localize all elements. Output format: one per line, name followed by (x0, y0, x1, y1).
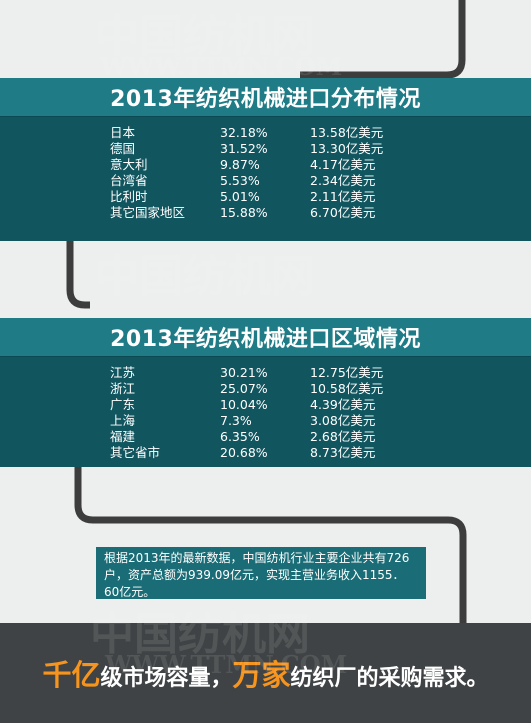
row-percent: 30.21% (220, 365, 268, 380)
section-title-text: 2013年纺织机械进口区域情况 (110, 327, 421, 352)
row-name: 意大利 (110, 157, 148, 172)
row-percent: 25.07% (220, 381, 268, 396)
table-row: 福建 6.35% 2.68亿美元 (110, 429, 420, 445)
row-name: 日本 (110, 125, 136, 140)
row-percent: 5.01% (220, 189, 260, 204)
row-name: 江苏 (110, 365, 136, 380)
row-percent: 7.3% (220, 413, 252, 428)
row-percent: 31.52% (220, 141, 268, 156)
table-row: 上海 7.3% 3.08亿美元 (110, 413, 420, 429)
row-percent: 6.35% (220, 429, 260, 444)
table-row: 台湾省 5.53% 2.34亿美元 (110, 173, 420, 189)
row-percent: 20.68% (220, 445, 268, 460)
row-amount: 3.08亿美元 (310, 413, 376, 428)
row-name: 上海 (110, 413, 136, 428)
row-percent: 32.18% (220, 125, 268, 140)
table-row: 广东 10.04% 4.39亿美元 (110, 397, 420, 413)
row-amount: 2.34亿美元 (310, 173, 376, 188)
tagline-text-2: 纺织厂的采购需求。 (290, 666, 489, 691)
tagline-text-1: 级市场容量， (100, 666, 233, 691)
section-title-text: 2013年纺织机械进口分布情况 (110, 87, 421, 112)
row-name: 浙江 (110, 381, 136, 396)
row-amount: 12.75亿美元 (310, 365, 384, 380)
table-row: 意大利 9.87% 4.17亿美元 (110, 157, 420, 173)
row-name: 其它国家地区 (110, 205, 186, 220)
table-row: 其它国家地区 15.88% 6.70亿美元 (110, 205, 420, 221)
row-amount: 6.70亿美元 (310, 205, 376, 220)
table-row: 德国 31.52% 13.30亿美元 (110, 141, 420, 157)
row-name: 台湾省 (110, 173, 148, 188)
table-row: 其它省市 20.68% 8.73亿美元 (110, 445, 420, 461)
import-region-table: 江苏 30.21% 12.75亿美元浙江 25.07% 10.58亿美元广东 10.04%… (0, 356, 531, 467)
table-row: 江苏 30.21% 12.75亿美元 (110, 365, 420, 381)
row-amount: 2.11亿美元 (310, 189, 376, 204)
import-distribution-table: 日本 32.18% 13.58亿美元德国 31.52% 13.30亿美元意大利 9.87%… (0, 116, 531, 241)
row-name: 比利时 (110, 189, 148, 204)
row-name: 福建 (110, 429, 136, 444)
row-amount: 13.30亿美元 (310, 141, 384, 156)
table-rows: 江苏 30.21% 12.75亿美元浙江 25.07% 10.58亿美元广东 10.04%… (110, 365, 420, 461)
industry-note: 根据2013年的最新数据，中国纺机行业主要企业共有726户，资产总额为939.0… (96, 547, 426, 599)
row-amount: 8.73亿美元 (310, 445, 376, 460)
row-percent: 15.88% (220, 205, 268, 220)
table-row: 浙江 25.07% 10.58亿美元 (110, 381, 420, 397)
row-name: 其它省市 (110, 445, 161, 460)
industry-note-text: 根据2013年的最新数据，中国纺机行业主要企业共有726户，资产总额为939.0… (104, 551, 410, 599)
row-amount: 2.68亿美元 (310, 429, 376, 444)
section-title-import-region: 2013年纺织机械进口区域情况 (0, 318, 531, 356)
row-percent: 9.87% (220, 157, 260, 172)
row-percent: 10.04% (220, 397, 268, 412)
row-amount: 13.58亿美元 (310, 125, 384, 140)
section-title-import-distribution: 2013年纺织机械进口分布情况 (0, 78, 531, 116)
row-percent: 5.53% (220, 173, 260, 188)
row-amount: 4.39亿美元 (310, 397, 376, 412)
tagline-highlight-2: 万家 (232, 658, 291, 692)
table-rows: 日本 32.18% 13.58亿美元德国 31.52% 13.30亿美元意大利 9.87%… (110, 125, 420, 221)
table-row: 比利时 5.01% 2.11亿美元 (110, 189, 420, 205)
table-row: 日本 32.18% 13.58亿美元 (110, 125, 420, 141)
row-name: 德国 (110, 141, 136, 156)
tagline: 千亿级市场容量，万家纺织厂的采购需求。 (42, 652, 488, 694)
row-name: 广东 (110, 397, 136, 412)
row-amount: 10.58亿美元 (310, 381, 384, 396)
footer-banner: 千亿级市场容量，万家纺织厂的采购需求。 (0, 623, 531, 723)
row-amount: 4.17亿美元 (310, 157, 376, 172)
tagline-highlight-1: 千亿 (42, 658, 101, 692)
